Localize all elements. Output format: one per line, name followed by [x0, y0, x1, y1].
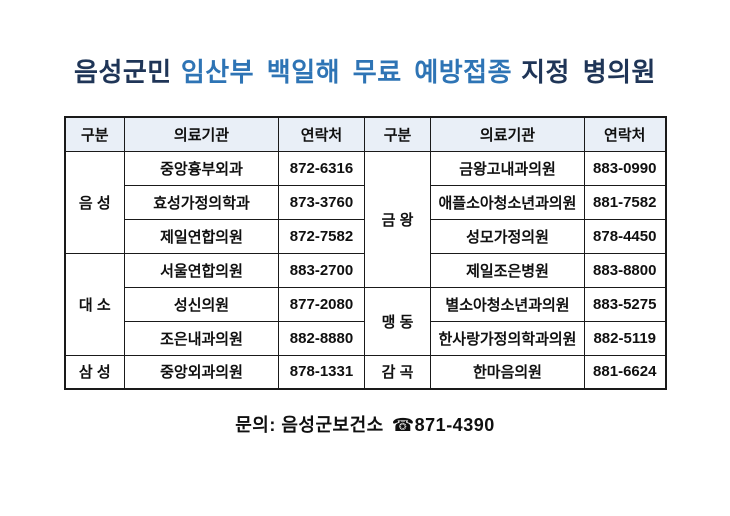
table-row: 조은내과의원 882-8880 한사랑가정의학과의원 882-5119	[65, 320, 666, 356]
phone-cell: 872-6316	[278, 150, 365, 186]
column-header-category-right: 구분	[364, 116, 431, 152]
table-row: 음 성 중앙흉부외과 872-6316 금 왕 금왕고내과의원 883-0990	[64, 150, 666, 288]
page-title: 음성군민 임산부 백일해 무료 예방접종 지정 병의원	[0, 0, 730, 89]
region-cell-geumwang: 금 왕	[364, 150, 431, 288]
region-cell-daeso: 대 소	[64, 252, 125, 356]
clinic-cell: 조은내과의원	[124, 320, 279, 356]
column-header-contact-left: 연락처	[278, 116, 365, 152]
clinic-cell: 애플소아청소년과의원	[430, 184, 585, 220]
clinic-cell: 금왕고내과의원	[430, 150, 585, 186]
title-part-designation: 지정 병의원	[521, 57, 656, 87]
column-header-institution-right: 의료기관	[430, 116, 585, 152]
contact-label: 문의: 음성군보건소	[235, 415, 384, 435]
column-header-contact-right: 연락처	[584, 116, 666, 152]
clinic-table: 구분 의료기관 연락처 구분 의료기관 연락처 음 성 중앙흉부외과 872-6…	[63, 116, 667, 390]
table-row: 효성가정의학과 873-3760 애플소아청소년과의원 881-7582	[65, 184, 666, 220]
table-row: 성신의원 877-2080 맹 동 별소아청소년과의원 883-5275	[65, 286, 666, 356]
region-cell-gamgok: 감 곡	[364, 354, 431, 390]
phone-cell: 877-2080	[278, 286, 365, 322]
clinic-cell: 성모가정의원	[430, 218, 585, 254]
phone-icon: ☎	[391, 415, 415, 435]
clinic-cell: 중앙외과의원	[124, 354, 279, 390]
clinic-cell: 서울연합의원	[124, 252, 279, 288]
table-row: 삼 성 중앙외과의원 878-1331 감 곡 한마음의원 881-6624	[64, 354, 666, 390]
phone-cell: 881-7582	[584, 184, 666, 220]
phone-cell: 883-8800	[584, 252, 666, 288]
region-cell-eumseong: 음 성	[64, 150, 125, 254]
clinic-cell: 한마음의원	[430, 354, 585, 390]
clinic-cell: 성신의원	[124, 286, 279, 322]
header-row: 구분 의료기관 연락처 구분 의료기관 연락처	[64, 116, 666, 152]
phone-cell: 883-5275	[584, 286, 666, 322]
contact-phone-number: 871-4390	[414, 415, 495, 435]
table-row: 대 소 서울연합의원 883-2700 제일조은병원 883-8800	[64, 252, 666, 356]
clinic-cell: 별소아청소년과의원	[430, 286, 585, 322]
contact-info: 문의: 음성군보건소 ☎871-4390	[0, 411, 730, 437]
phone-cell: 881-6624	[584, 354, 666, 390]
table-row: 제일연합의원 872-7582 성모가정의원 878-4450	[65, 218, 666, 254]
clinic-cell: 한사랑가정의학과의원	[430, 320, 585, 356]
title-part-region: 음성군민	[74, 57, 172, 87]
phone-cell: 882-8880	[278, 320, 365, 356]
phone-cell: 883-2700	[278, 252, 365, 288]
phone-cell: 873-3760	[278, 184, 365, 220]
clinic-cell: 중앙흉부외과	[124, 150, 279, 186]
phone-cell: 878-4450	[584, 218, 666, 254]
clinic-cell: 제일연합의원	[124, 218, 279, 254]
phone-cell: 882-5119	[584, 320, 666, 356]
title-part-program: 임산부 백일해 무료 예방접종	[180, 57, 513, 87]
clinic-cell: 효성가정의학과	[124, 184, 279, 220]
region-cell-maengdong: 맹 동	[364, 286, 431, 356]
column-header-institution-left: 의료기관	[124, 116, 279, 152]
column-header-category-left: 구분	[64, 116, 125, 152]
phone-cell: 883-0990	[584, 150, 666, 186]
region-cell-samseong: 삼 성	[64, 354, 125, 390]
phone-cell: 872-7582	[278, 218, 365, 254]
phone-cell: 878-1331	[278, 354, 365, 390]
clinic-cell: 제일조은병원	[430, 252, 585, 288]
